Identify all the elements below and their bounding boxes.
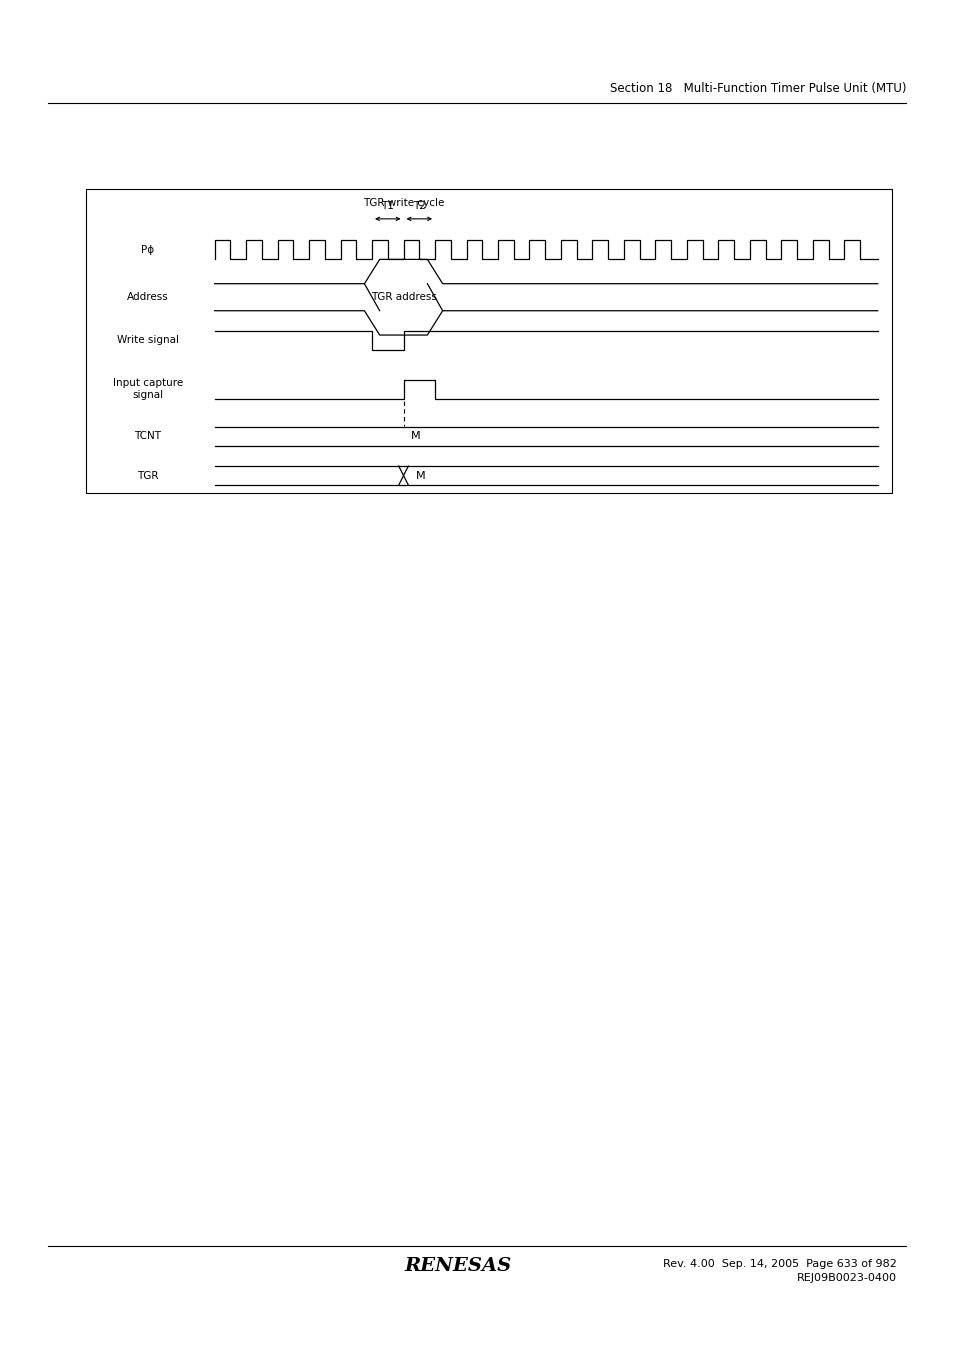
Text: TGR: TGR — [137, 470, 158, 481]
Text: T2: T2 — [413, 201, 425, 211]
Text: Pϕ: Pϕ — [141, 245, 154, 255]
Text: TGR address: TGR address — [370, 292, 436, 303]
Text: REJ09B0023-0400: REJ09B0023-0400 — [796, 1273, 896, 1282]
Text: M: M — [416, 470, 425, 481]
Text: M: M — [411, 431, 420, 442]
Text: Input capture
signal: Input capture signal — [112, 378, 183, 400]
Text: TGR write cycle: TGR write cycle — [362, 197, 444, 208]
Bar — [86, 189, 891, 493]
Text: T1: T1 — [381, 201, 394, 211]
Text: Rev. 4.00  Sep. 14, 2005  Page 633 of 982: Rev. 4.00 Sep. 14, 2005 Page 633 of 982 — [662, 1259, 896, 1269]
Text: RENESAS: RENESAS — [404, 1256, 511, 1275]
Text: Address: Address — [127, 292, 169, 303]
Text: Section 18   Multi-Function Timer Pulse Unit (MTU): Section 18 Multi-Function Timer Pulse Un… — [609, 81, 905, 95]
Text: Write signal: Write signal — [117, 335, 178, 346]
Text: TCNT: TCNT — [134, 431, 161, 442]
